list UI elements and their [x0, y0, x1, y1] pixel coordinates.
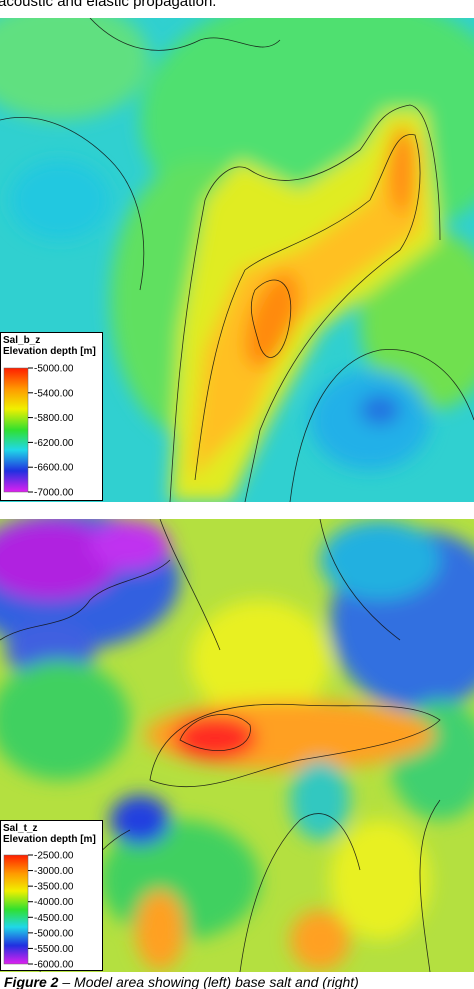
caption-label: Figure 2	[4, 974, 59, 989]
colorbar-tick-label: -3500.00	[34, 882, 74, 893]
colorbar	[3, 854, 29, 965]
colorbar-tick-label: -6000.00	[34, 960, 74, 971]
colorbar-tick-label: -6200.00	[34, 438, 74, 449]
colorbar-tick-label: -6600.00	[34, 463, 74, 474]
legend-subtitle: Elevation depth [m]	[3, 346, 96, 357]
colorbar	[3, 367, 29, 493]
colorbar-tick-label: -5500.00	[34, 944, 74, 955]
colorbar-tick-label: -4500.00	[34, 913, 74, 924]
caption-text: – Model area showing (left) base salt an…	[58, 974, 358, 989]
caption: Figure 2 – Model area showing (left) bas…	[4, 974, 359, 989]
colorbar-tick-label: -5400.00	[34, 388, 74, 399]
colorbar-tick-label: -7000.00	[34, 488, 74, 499]
legend-title: Sal_t_z	[3, 823, 37, 834]
legend-title: Sal_b_z	[3, 335, 40, 346]
colorbar-tick-label: -5000.00	[34, 364, 74, 375]
map-base-salt	[0, 18, 474, 502]
colorbar-tick-label: -2500.00	[34, 851, 74, 862]
header-text: acoustic and elastic propagation.	[0, 0, 216, 10]
colorbar-tick-label: -5800.00	[34, 413, 74, 424]
colorbar-tick-label: -5000.00	[34, 928, 74, 939]
colorbar-tick-label: -3000.00	[34, 866, 74, 877]
colorbar-tick-label: -4000.00	[34, 897, 74, 908]
legend-subtitle: Elevation depth [m]	[3, 834, 96, 845]
